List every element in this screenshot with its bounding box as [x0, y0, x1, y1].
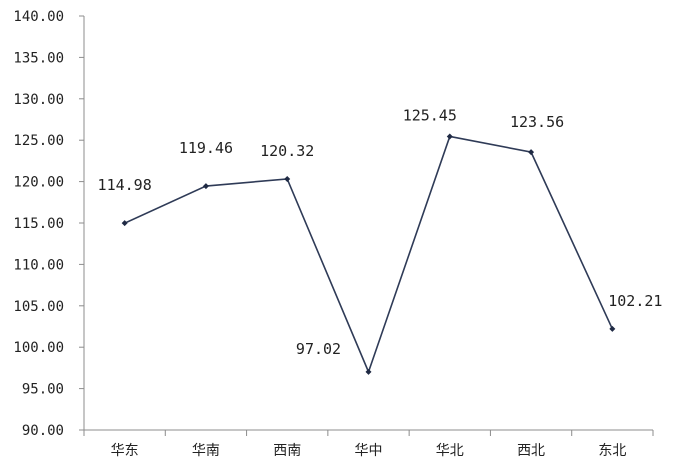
- y-tick-label: 110.00: [13, 257, 64, 273]
- x-tick-label: 西南: [273, 443, 301, 459]
- data-label: 125.45: [403, 106, 457, 124]
- x-tick-label: 华中: [355, 443, 383, 459]
- data-point: [609, 325, 616, 332]
- x-axis-ticks: 华东 华南 西南 华中 华北 西北 东北: [83, 430, 654, 459]
- y-tick-label: 120.00: [13, 175, 64, 191]
- y-tick-label: 105.00: [13, 299, 64, 315]
- x-tick-label: 西北: [517, 443, 545, 459]
- data-labels-group: 114.98 119.46 120.32 97.02 125.45 123.56 102.2…: [98, 106, 663, 357]
- y-tick-label: 95.00: [22, 382, 64, 398]
- y-tick-label: 125.00: [13, 133, 64, 149]
- data-label: 97.02: [296, 340, 341, 358]
- x-axis-group: 华东 华南 西南 华中 华北 西北 东北: [83, 429, 654, 459]
- data-point: [202, 183, 209, 190]
- y-tick-label: 115.00: [13, 216, 64, 232]
- series-group: [121, 133, 616, 375]
- data-label: 120.32: [260, 142, 314, 160]
- data-point: [121, 220, 128, 227]
- y-tick-label: 130.00: [13, 92, 64, 108]
- x-tick-label: 华北: [436, 443, 464, 459]
- data-point: [284, 175, 291, 182]
- x-tick-label: 华南: [192, 443, 220, 459]
- y-axis-group: 140.00 135.00 130.00 125.00 120.00 115.00 110.…: [13, 9, 85, 439]
- data-point: [365, 368, 372, 375]
- data-point: [446, 133, 453, 140]
- y-tick-label: 100.00: [13, 340, 64, 356]
- data-label: 119.46: [179, 139, 233, 157]
- data-label: 123.56: [510, 113, 564, 131]
- x-tick-label: 华东: [111, 443, 139, 459]
- y-tick-label: 140.00: [13, 9, 64, 25]
- y-tick-label: 135.00: [13, 50, 64, 66]
- series-line: [124, 135, 614, 375]
- y-axis-ticks: 140.00 135.00 130.00 125.00 120.00 115.00 110.…: [13, 9, 84, 439]
- y-tick-label: 90.00: [22, 423, 64, 439]
- data-label: 102.21: [608, 292, 662, 310]
- data-point: [528, 149, 535, 156]
- data-label: 114.98: [98, 176, 152, 194]
- x-tick-label: 东北: [598, 443, 626, 459]
